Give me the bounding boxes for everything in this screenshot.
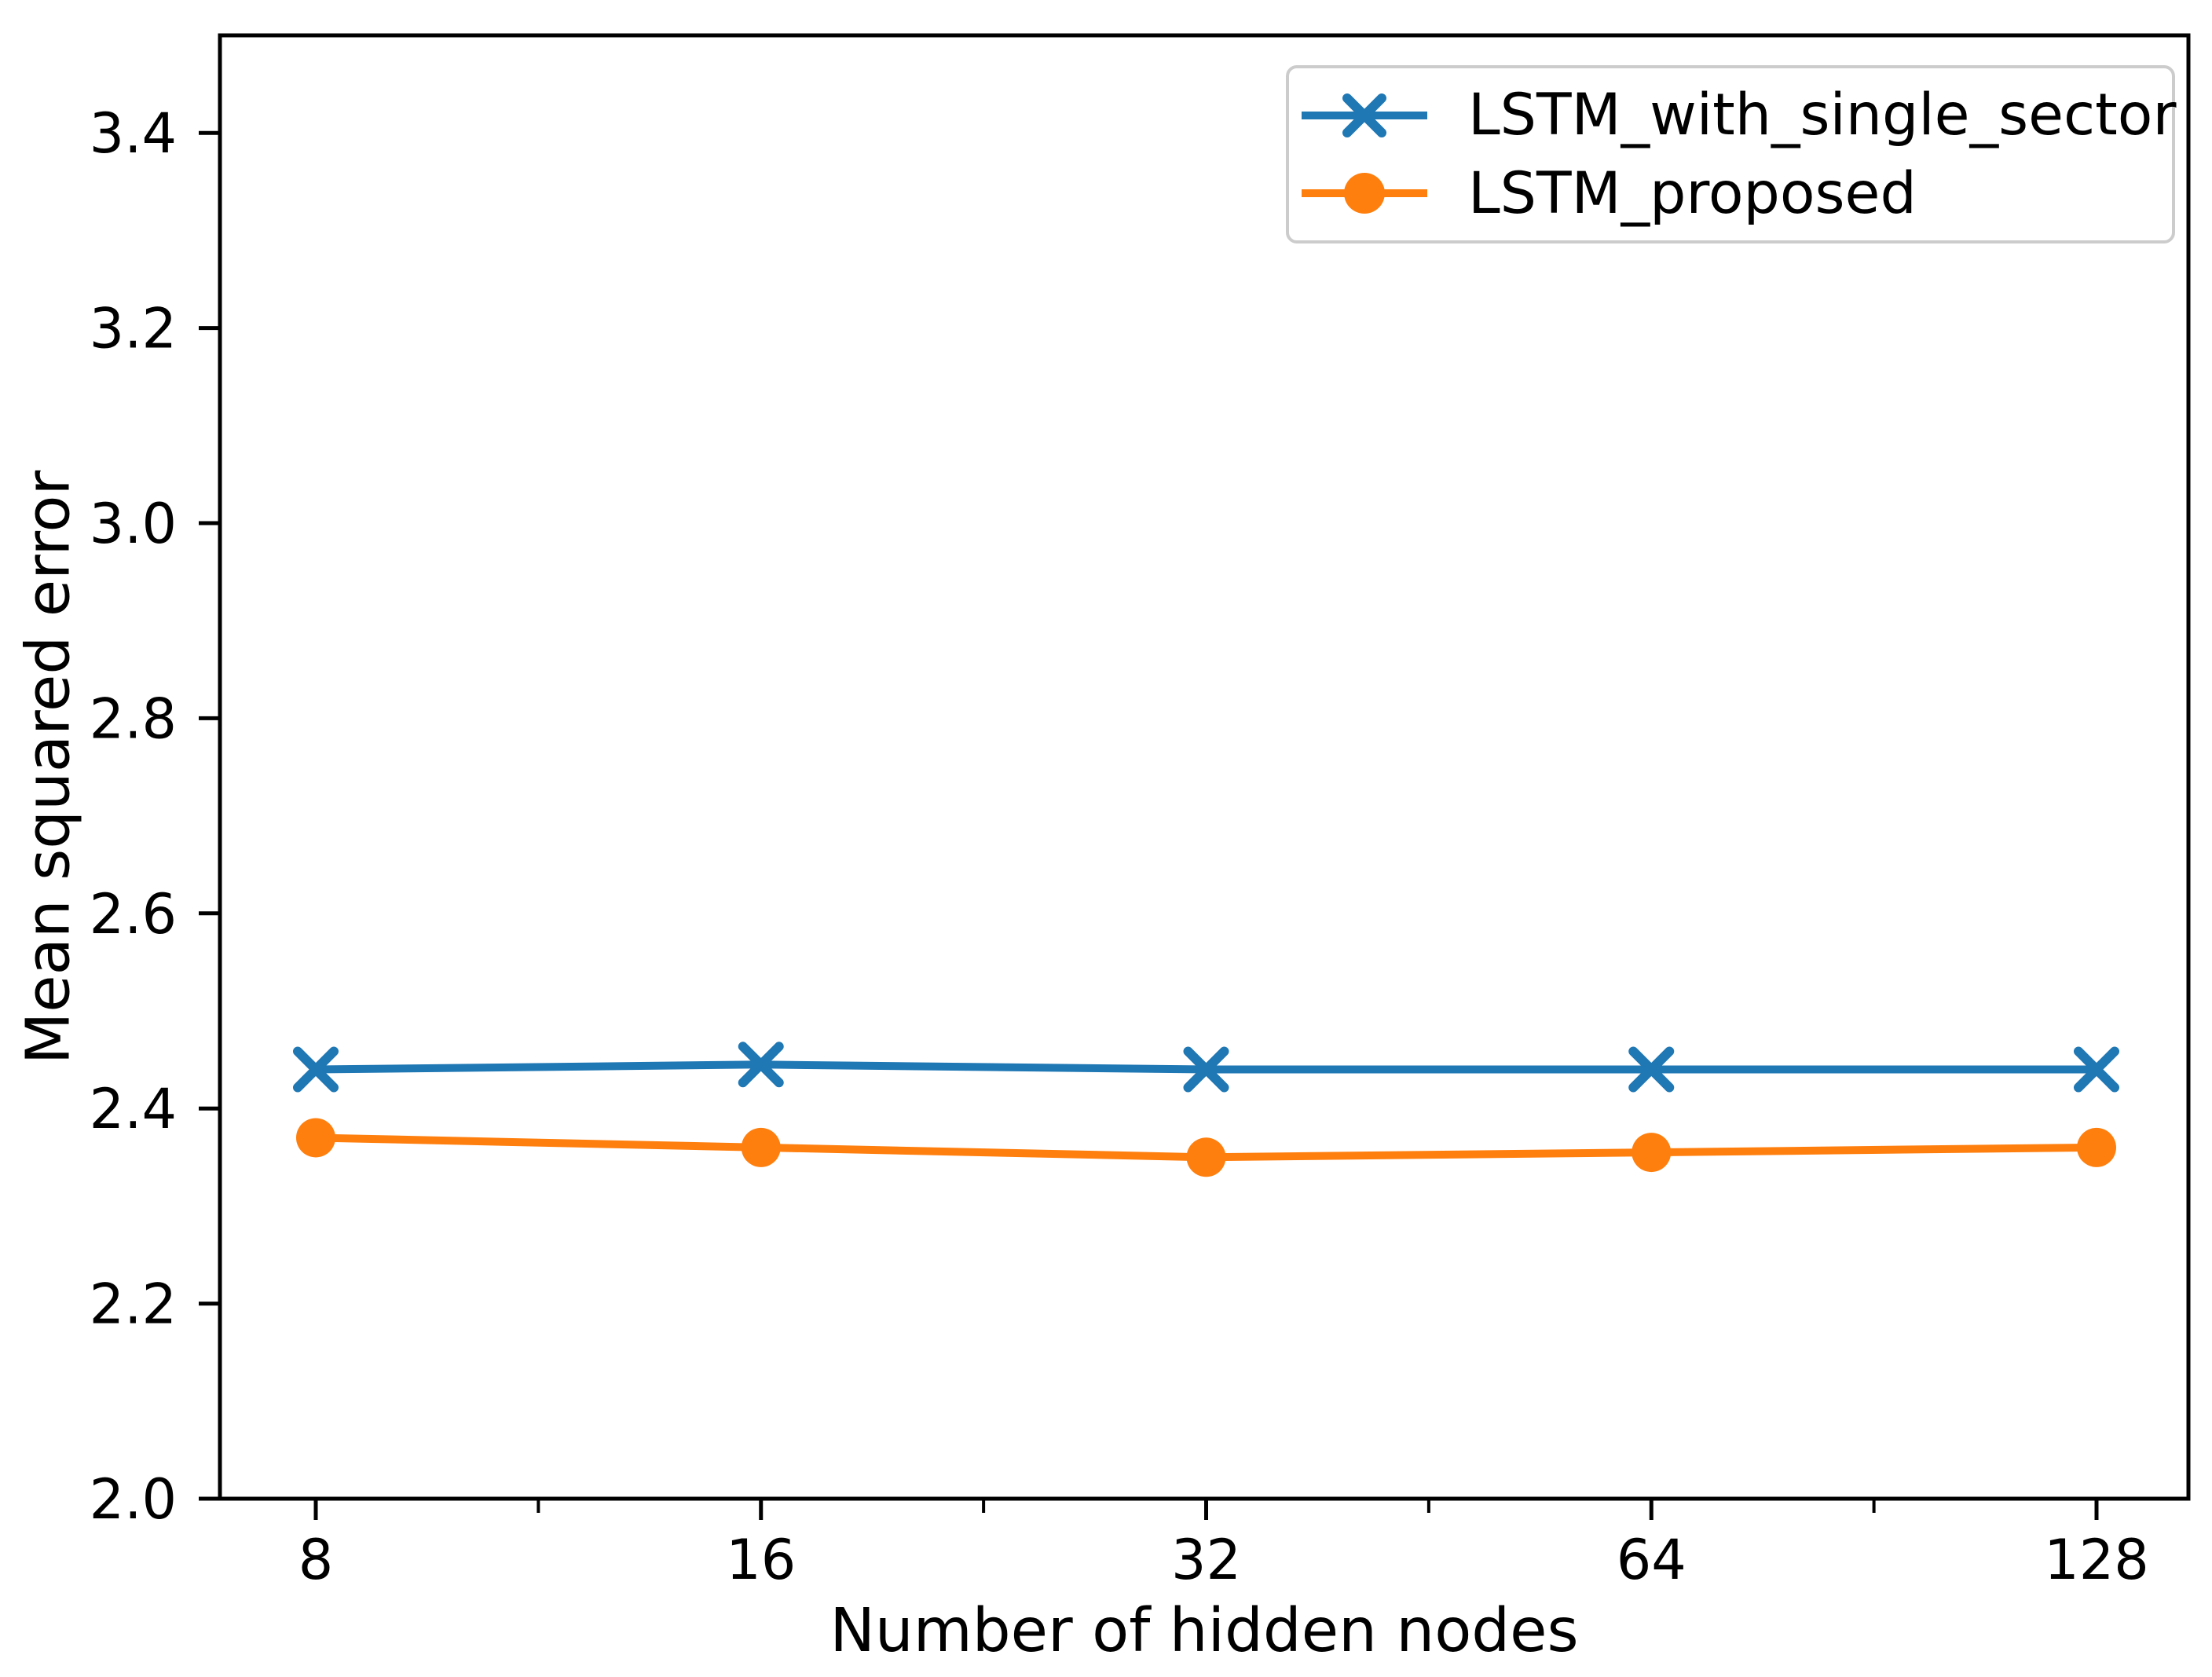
data-point-x-marker xyxy=(1628,1046,1675,1093)
data-point-x-marker xyxy=(738,1042,784,1088)
legend-item-lstm-with-single-sector: LSTM_with_single_sector xyxy=(1302,78,2176,153)
x-axis-tick-label: 128 xyxy=(2044,1528,2149,1592)
data-point-circle-marker xyxy=(1186,1137,1226,1177)
plot-frame xyxy=(218,33,2191,1501)
data-point-x-marker xyxy=(1183,1046,1229,1093)
data-point-circle-marker xyxy=(2077,1127,2116,1167)
x-axis-tick-label: 16 xyxy=(726,1528,796,1592)
x-axis-title: Number of hidden nodes xyxy=(830,1596,1579,1666)
x-axis-tick-label: 64 xyxy=(1617,1528,1686,1592)
data-point-circle-marker xyxy=(1632,1133,1672,1173)
line-with-circle-marker-icon xyxy=(1302,173,1427,214)
data-point-circle-marker xyxy=(741,1127,781,1167)
data-point-x-marker xyxy=(2074,1046,2119,1093)
x-axis-tick-label: 8 xyxy=(298,1528,334,1592)
y-axis-tick-label: 3.0 xyxy=(90,492,177,556)
legend-label: LSTM_proposed xyxy=(1468,159,1917,227)
legend: LSTM_with_single_sector LSTM_proposed xyxy=(1286,65,2176,243)
line-with-x-marker-icon xyxy=(1302,93,1427,137)
data-point-circle-marker xyxy=(296,1118,335,1158)
y-axis-tick-label: 2.2 xyxy=(90,1272,177,1337)
y-axis-title: Mean squared error xyxy=(13,470,84,1065)
y-axis-tick-label: 2.4 xyxy=(90,1077,177,1141)
legend-label: LSTM_with_single_sector xyxy=(1468,82,2177,149)
y-axis-tick-label: 3.4 xyxy=(90,101,177,166)
y-axis-tick-label: 3.2 xyxy=(90,297,177,361)
y-axis-tick-label: 2.8 xyxy=(90,687,177,751)
data-point-x-marker xyxy=(293,1046,339,1093)
y-axis-tick-label: 2.0 xyxy=(90,1467,177,1532)
y-axis-tick-label: 2.6 xyxy=(90,882,177,947)
x-axis-tick-label: 32 xyxy=(1171,1528,1241,1592)
legend-item-lstm-proposed: LSTM_proposed xyxy=(1302,156,2172,231)
